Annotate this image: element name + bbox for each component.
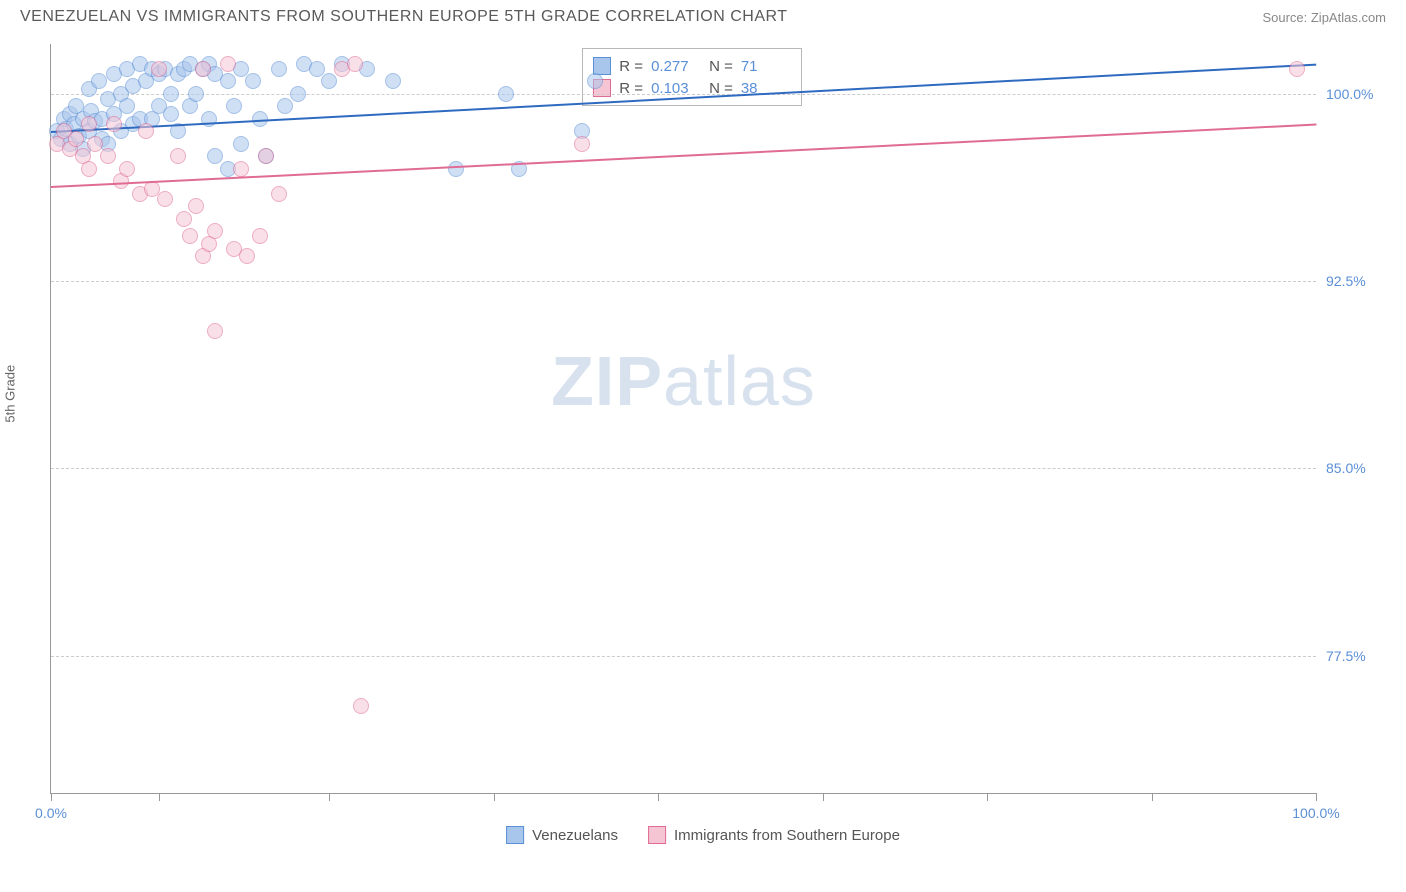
scatter-point [385, 73, 401, 89]
legend-label-1: Venezuelans [532, 827, 618, 844]
n-label-1: N = [709, 58, 733, 75]
plot-area: ZIPatlas R = 0.277 N = 71 R = 0.103 N = … [50, 44, 1316, 794]
chart-header: VENEZUELAN VS IMMIGRANTS FROM SOUTHERN E… [0, 0, 1406, 34]
x-tick [159, 793, 160, 801]
y-axis-label: 5th Grade [3, 365, 18, 423]
watermark: ZIPatlas [551, 341, 816, 421]
scatter-point [81, 161, 97, 177]
legend-swatch-1 [506, 826, 524, 844]
scatter-point [163, 86, 179, 102]
y-tick-label: 92.5% [1326, 273, 1396, 289]
scatter-point [207, 148, 223, 164]
scatter-point [91, 73, 107, 89]
x-tick [823, 793, 824, 801]
scatter-point [574, 136, 590, 152]
stats-row-series-1: R = 0.277 N = 71 [593, 55, 791, 77]
y-tick-label: 77.5% [1326, 648, 1396, 664]
x-tick [329, 793, 330, 801]
scatter-point [100, 148, 116, 164]
scatter-point [277, 98, 293, 114]
gridline-h [51, 94, 1316, 95]
trend-line [51, 124, 1316, 188]
scatter-point [587, 73, 603, 89]
scatter-point [119, 161, 135, 177]
scatter-point [207, 323, 223, 339]
scatter-point [151, 61, 167, 77]
scatter-point [68, 131, 84, 147]
x-tick-label: 100.0% [1292, 805, 1339, 821]
x-tick [658, 793, 659, 801]
scatter-point [347, 56, 363, 72]
scatter-point [87, 136, 103, 152]
chart-container: 5th Grade ZIPatlas R = 0.277 N = 71 R = … [0, 34, 1406, 854]
scatter-point [271, 61, 287, 77]
scatter-point [176, 211, 192, 227]
scatter-point [271, 186, 287, 202]
scatter-point [321, 73, 337, 89]
scatter-point [498, 86, 514, 102]
stats-row-series-2: R = 0.103 N = 38 [593, 77, 791, 99]
scatter-point [220, 73, 236, 89]
scatter-point [233, 161, 249, 177]
scatter-point [252, 228, 268, 244]
scatter-point [309, 61, 325, 77]
y-tick-label: 100.0% [1326, 86, 1396, 102]
x-tick [51, 793, 52, 801]
scatter-point [258, 148, 274, 164]
scatter-point [195, 61, 211, 77]
y-tick-label: 85.0% [1326, 460, 1396, 476]
gridline-h [51, 468, 1316, 469]
legend-swatch-2 [648, 826, 666, 844]
scatter-point [290, 86, 306, 102]
swatch-series-1 [593, 57, 611, 75]
x-tick [1152, 793, 1153, 801]
n-value-1: 71 [741, 58, 791, 75]
scatter-point [157, 191, 173, 207]
x-tick [1316, 793, 1317, 801]
scatter-point [81, 116, 97, 132]
chart-title: VENEZUELAN VS IMMIGRANTS FROM SOUTHERN E… [20, 8, 788, 26]
watermark-light: atlas [663, 342, 816, 420]
scatter-point [207, 223, 223, 239]
x-tick-label: 0.0% [35, 805, 67, 821]
scatter-point [138, 123, 154, 139]
scatter-point [220, 56, 236, 72]
scatter-point [233, 136, 249, 152]
gridline-h [51, 281, 1316, 282]
scatter-point [239, 248, 255, 264]
scatter-point [448, 161, 464, 177]
scatter-point [106, 116, 122, 132]
source-attribution: Source: ZipAtlas.com [1262, 10, 1386, 25]
r-value-1: 0.277 [651, 58, 701, 75]
scatter-point [182, 228, 198, 244]
scatter-point [188, 198, 204, 214]
scatter-point [353, 698, 369, 714]
legend-label-2: Immigrants from Southern Europe [674, 827, 900, 844]
scatter-point [245, 73, 261, 89]
r-label-1: R = [619, 58, 643, 75]
scatter-point [119, 98, 135, 114]
x-tick [987, 793, 988, 801]
scatter-point [170, 148, 186, 164]
legend-item-2: Immigrants from Southern Europe [648, 826, 900, 844]
legend: Venezuelans Immigrants from Southern Eur… [506, 826, 900, 844]
legend-item-1: Venezuelans [506, 826, 618, 844]
x-tick [494, 793, 495, 801]
scatter-point [163, 106, 179, 122]
watermark-bold: ZIP [551, 342, 663, 420]
gridline-h [51, 656, 1316, 657]
scatter-point [188, 86, 204, 102]
scatter-point [226, 98, 242, 114]
scatter-point [1289, 61, 1305, 77]
